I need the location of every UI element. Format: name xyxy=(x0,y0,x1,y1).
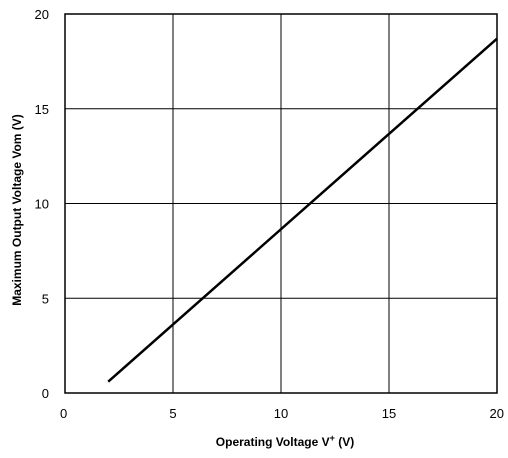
y-tick-label: 20 xyxy=(35,7,49,22)
grid-lines xyxy=(64,13,498,394)
x-axis-label-main: Operating Voltage V xyxy=(216,435,330,449)
y-axis-label: Maximum Output Voltage Vom (V) xyxy=(10,114,24,306)
plot-frame xyxy=(64,13,498,394)
x-tick-label: 15 xyxy=(382,406,396,421)
x-tick-label: 5 xyxy=(169,406,176,421)
x-tick-label: 0 xyxy=(60,406,67,421)
x-tick-label: 20 xyxy=(490,406,504,421)
y-tick-labels: 0 5 10 15 20 xyxy=(35,7,49,401)
x-axis-label-superscript: + xyxy=(330,433,335,443)
y-tick-label: 15 xyxy=(35,102,49,117)
x-tick-label: 10 xyxy=(274,406,288,421)
series-line xyxy=(107,37,498,383)
y-tick-label: 10 xyxy=(35,197,49,212)
y-tick-label: 0 xyxy=(42,386,49,401)
y-tick-label: 5 xyxy=(42,291,49,306)
series-layer xyxy=(107,37,498,383)
x-axis-label-unit: (V) xyxy=(335,435,354,449)
x-tick-labels: 0 5 10 15 20 xyxy=(60,406,504,421)
x-axis-label: Operating Voltage V+ (V) xyxy=(216,433,354,449)
